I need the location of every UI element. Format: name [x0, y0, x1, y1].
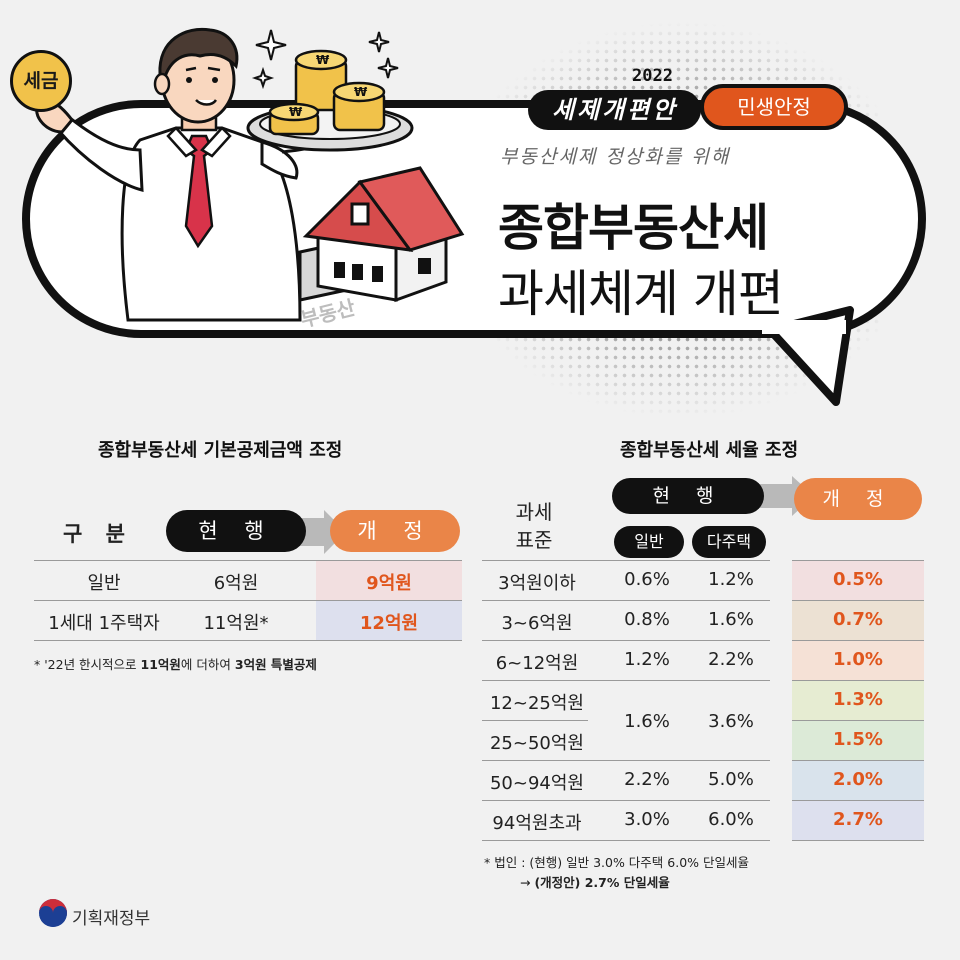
rate-bg-5 [792, 720, 924, 760]
rate-row3-multi: 2.2% [708, 649, 754, 670]
right-rate-rule [792, 600, 924, 601]
right-table-rule [482, 560, 770, 561]
rate-row2-multi: 1.6% [708, 609, 754, 630]
right-footnote-line-2: → (개정안) 2.7% 단일세율 [520, 872, 670, 891]
right-rate-rule [792, 760, 924, 761]
right-header-general: 일반 [614, 526, 684, 558]
rate-bg-4 [792, 680, 924, 720]
left-row2-label: 1세대 1주택자 [48, 613, 160, 634]
title-line-2: 과세체계 개편 [498, 265, 784, 323]
svg-text:부동산: 부동산 [298, 295, 358, 332]
left-footnote-bold-2: 3억원 특별공제 [234, 657, 317, 672]
rate-row2-general: 0.8% [624, 609, 670, 630]
right-rate-rule [792, 560, 924, 561]
right-table-rule [482, 640, 770, 641]
rate-row4-base: 12~25억원 [489, 693, 584, 714]
tax-coin-badge: 세금 [10, 50, 72, 112]
left-table-rule [34, 600, 462, 601]
rate-row4-general: 1.6% [624, 711, 670, 732]
right-header-base-2: 표준 [515, 528, 553, 552]
rate-bg-7 [792, 800, 924, 840]
year-label: 2022 [632, 66, 673, 86]
rate-bg-2 [792, 600, 924, 640]
tax-badge-label: 세금 [23, 70, 59, 92]
left-row1-current: 6억원 [213, 573, 259, 594]
left-row2-current: 11억원* [203, 613, 269, 634]
rate-row2-base: 3~6억원 [501, 613, 573, 634]
svg-text:₩: ₩ [316, 53, 330, 67]
rate-row6-revised: 2.0% [833, 769, 883, 790]
rate-bg-6 [792, 760, 924, 800]
rate-row1-revised: 0.5% [833, 569, 883, 590]
right-section-title: 종합부동산세 세율 조정 [620, 440, 799, 461]
left-row1-label: 일반 [87, 573, 121, 594]
ministry-name: 기획재정부 [72, 909, 151, 929]
rate-row6-general: 2.2% [624, 769, 670, 790]
tag-pill: 민생안정 [700, 84, 848, 130]
right-header-multi: 다주택 [692, 526, 766, 558]
left-footnote-bold-1: 11억원 [140, 657, 181, 672]
right-footnote-arrow: → [520, 875, 535, 890]
right-footnote-line-1: * 법인 : (현행) 일반 3.0% 다주택 6.0% 단일세율 [484, 855, 750, 870]
rate-row7-revised: 2.7% [833, 809, 883, 830]
rate-row3-revised: 1.0% [833, 649, 883, 670]
rate-row7-general: 3.0% [624, 809, 670, 830]
rate-row6-multi: 5.0% [708, 769, 754, 790]
right-header-current: 현 행 [612, 478, 764, 514]
rate-row1-general: 0.6% [624, 569, 670, 590]
rate-row2-revised: 0.7% [833, 609, 883, 630]
left-footnote-text: * '22년 한시적으로 [34, 657, 141, 672]
right-table-rule [482, 680, 770, 681]
left-row1-revised: 9억원 [366, 573, 412, 594]
rate-row6-base: 50~94억원 [489, 773, 584, 794]
right-rate-rule [792, 840, 924, 841]
rate-row7-multi: 6.0% [708, 809, 754, 830]
right-footnote-bold: (개정안) 2.7% 단일세율 [534, 875, 670, 890]
right-table-rule [482, 760, 770, 761]
rate-row4-revised: 1.3% [833, 689, 883, 710]
left-section-title: 종합부동산세 기본공제금액 조정 [98, 440, 343, 461]
rate-bg-3 [792, 640, 924, 680]
rate-row5-base: 25~50억원 [489, 733, 584, 754]
svg-text:₩: ₩ [354, 85, 368, 99]
right-header-base-1: 과세 [515, 500, 553, 524]
left-row1-revised-bg [316, 560, 462, 600]
right-rate-rule [792, 720, 924, 721]
right-rate-rule [792, 680, 924, 681]
rate-row3-general: 1.2% [624, 649, 670, 670]
campaign-pill: 세제개편안 [528, 90, 702, 130]
left-footnote: * '22년 한시적으로 11억원에 더하여 3억원 특별공제 [34, 654, 317, 673]
title-line-1: 종합부동산세 [498, 199, 769, 257]
left-row2-revised-bg [316, 600, 462, 640]
right-table-rule [482, 720, 588, 721]
subtitle: 부동산세제 정상화를 위해 [500, 146, 731, 168]
left-row2-revised: 12억원 [359, 613, 419, 634]
rate-row1-base: 3억원이하 [498, 573, 576, 594]
right-header-revised: 개 정 [794, 478, 922, 520]
right-table-rule [482, 800, 770, 801]
left-table-rule [34, 640, 462, 641]
right-rate-rule [792, 640, 924, 641]
left-table-rule [34, 560, 462, 561]
rate-row5-revised: 1.5% [833, 729, 883, 750]
left-header-category: 구 분 [63, 522, 133, 546]
waiter-illustration: ₩ ₩ ₩ 부동산 [35, 27, 465, 332]
right-table-rule [482, 840, 770, 841]
rate-row1-multi: 1.2% [708, 569, 754, 590]
rate-row7-base: 94억원초과 [492, 813, 582, 834]
rate-row4-multi: 3.6% [708, 711, 754, 732]
svg-text:₩: ₩ [289, 105, 303, 119]
right-rate-rule [792, 800, 924, 801]
rate-bg-1 [792, 560, 924, 600]
left-footnote-text-2: 에 더하여 [180, 657, 235, 672]
left-header-revised: 개 정 [330, 510, 460, 552]
right-table-rule [482, 600, 770, 601]
government-emblem-icon [39, 899, 67, 927]
rate-row3-base: 6~12억원 [495, 653, 579, 674]
left-header-current: 현 행 [166, 510, 306, 552]
